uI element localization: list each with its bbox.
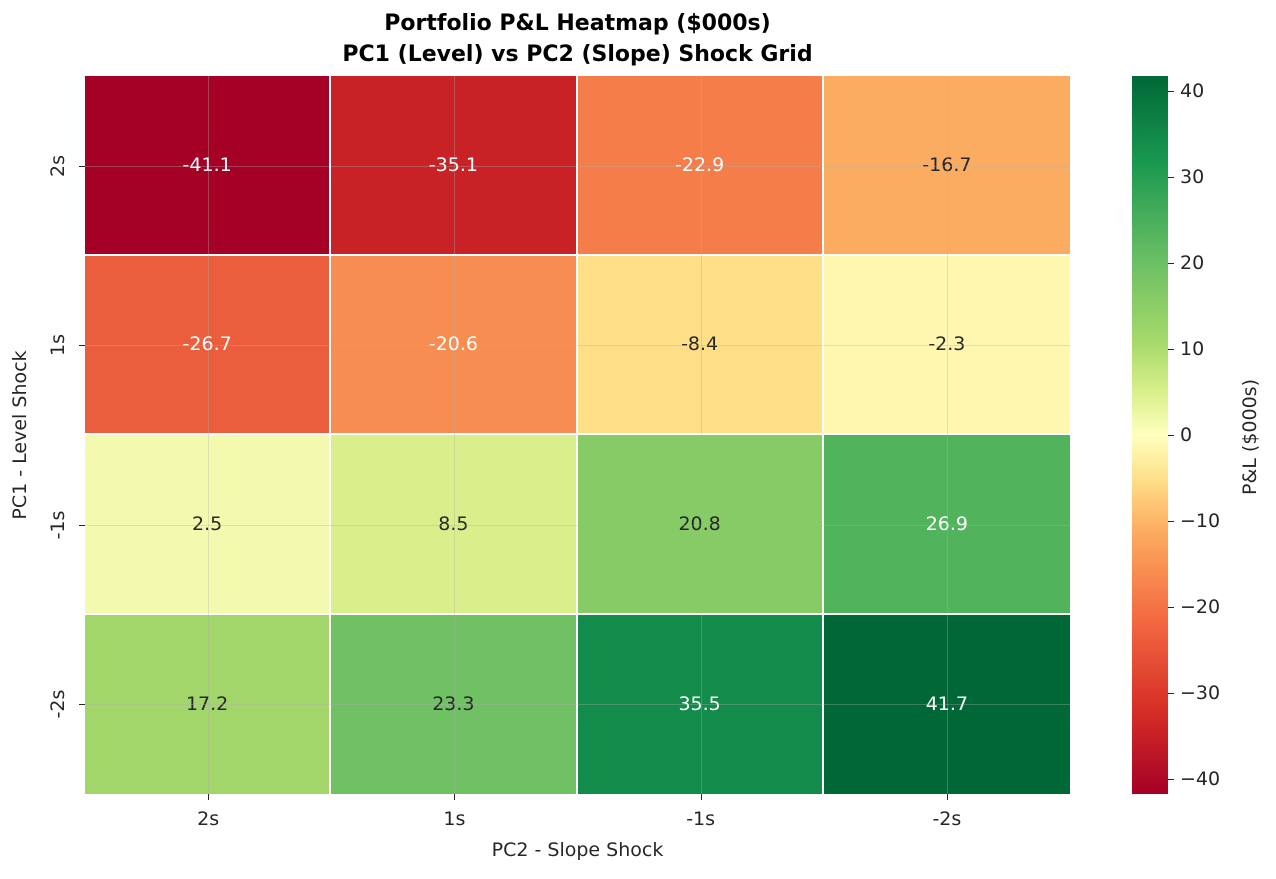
y-tick-mark — [79, 345, 85, 347]
colorbar-tick-mark — [1168, 521, 1174, 523]
colorbar-tick-label: 30 — [1180, 165, 1205, 188]
y-tick-label: 1s — [47, 334, 69, 357]
colorbar-tick-label: 40 — [1180, 79, 1205, 102]
colorbar-tick-label: −10 — [1180, 510, 1221, 533]
x-tick-mark — [208, 794, 210, 800]
x-tick-mark — [946, 794, 948, 800]
colorbar-tick-mark — [1168, 176, 1174, 178]
heatmap-cell: 35.5 — [577, 614, 824, 794]
x-tick-mark — [454, 794, 456, 800]
y-tick-label: -1s — [47, 510, 69, 540]
heatmap-cell: 17.2 — [85, 614, 332, 794]
heatmap-cell: -26.7 — [85, 255, 332, 435]
heatmap-cell: 20.8 — [577, 435, 824, 615]
heatmap-cell: -20.6 — [331, 255, 578, 435]
heatmap-cell: 41.7 — [823, 614, 1070, 794]
heatmap-cell: -22.9 — [577, 76, 824, 256]
heatmap-cell: -8.4 — [577, 255, 824, 435]
y-tick-mark — [79, 524, 85, 526]
colorbar-tick-mark — [1168, 90, 1174, 92]
heatmap-cell: 26.9 — [823, 435, 1070, 615]
x-tick-label: 2s — [197, 808, 220, 830]
colorbar-tick-mark — [1168, 693, 1174, 695]
y-tick-label: 2s — [47, 154, 69, 177]
y-tick-mark — [79, 704, 85, 706]
x-axis-title: PC2 - Slope Shock — [491, 839, 664, 861]
colorbar-tick-mark — [1168, 435, 1174, 436]
x-tick-label: -2s — [932, 808, 962, 830]
heatmap-cell: 8.5 — [331, 435, 578, 615]
colorbar-tick-label: 0 — [1180, 424, 1193, 446]
heatmap-cell: -2.3 — [823, 255, 1070, 435]
colorbar-tick-mark — [1168, 348, 1174, 350]
y-tick-mark — [79, 165, 85, 167]
x-tick-label: -1s — [686, 808, 716, 830]
heatmap-cell: -16.7 — [823, 76, 1070, 256]
colorbar-tick-label: −20 — [1180, 596, 1221, 619]
heatmap-cell: 23.3 — [331, 614, 578, 794]
y-tick-label: -2s — [47, 689, 69, 719]
colorbar-tick-label: −30 — [1180, 682, 1221, 705]
colorbar-tick-mark — [1168, 607, 1174, 609]
colorbar-title: P&L ($000s) — [1239, 379, 1261, 495]
chart-title-line2: PC1 (Level) vs PC2 (Slope) Shock Grid — [342, 42, 813, 67]
colorbar-tick-mark — [1168, 262, 1174, 264]
heatmap-cell: -41.1 — [85, 76, 332, 256]
colorbar-tick-label: 10 — [1180, 337, 1205, 360]
colorbar-tick-label: −40 — [1180, 768, 1221, 791]
heatmap-grid: -41.1 -35.1 -22.9 -16.7 -26.7 -20.6 -8.4 -2.3 2.… — [85, 76, 1070, 794]
heatmap-cell: -35.1 — [331, 76, 578, 256]
colorbar — [1132, 76, 1168, 794]
y-axis-title: PC1 - Level Shock — [9, 350, 31, 520]
x-tick-mark — [700, 794, 702, 800]
colorbar-tick-label: 20 — [1180, 251, 1205, 274]
chart-title-line1: Portfolio P&L Heatmap ($000s) — [384, 11, 771, 36]
heatmap-cell: 2.5 — [85, 435, 332, 615]
colorbar-tick-mark — [1168, 779, 1174, 781]
x-tick-label: 1s — [443, 808, 466, 830]
